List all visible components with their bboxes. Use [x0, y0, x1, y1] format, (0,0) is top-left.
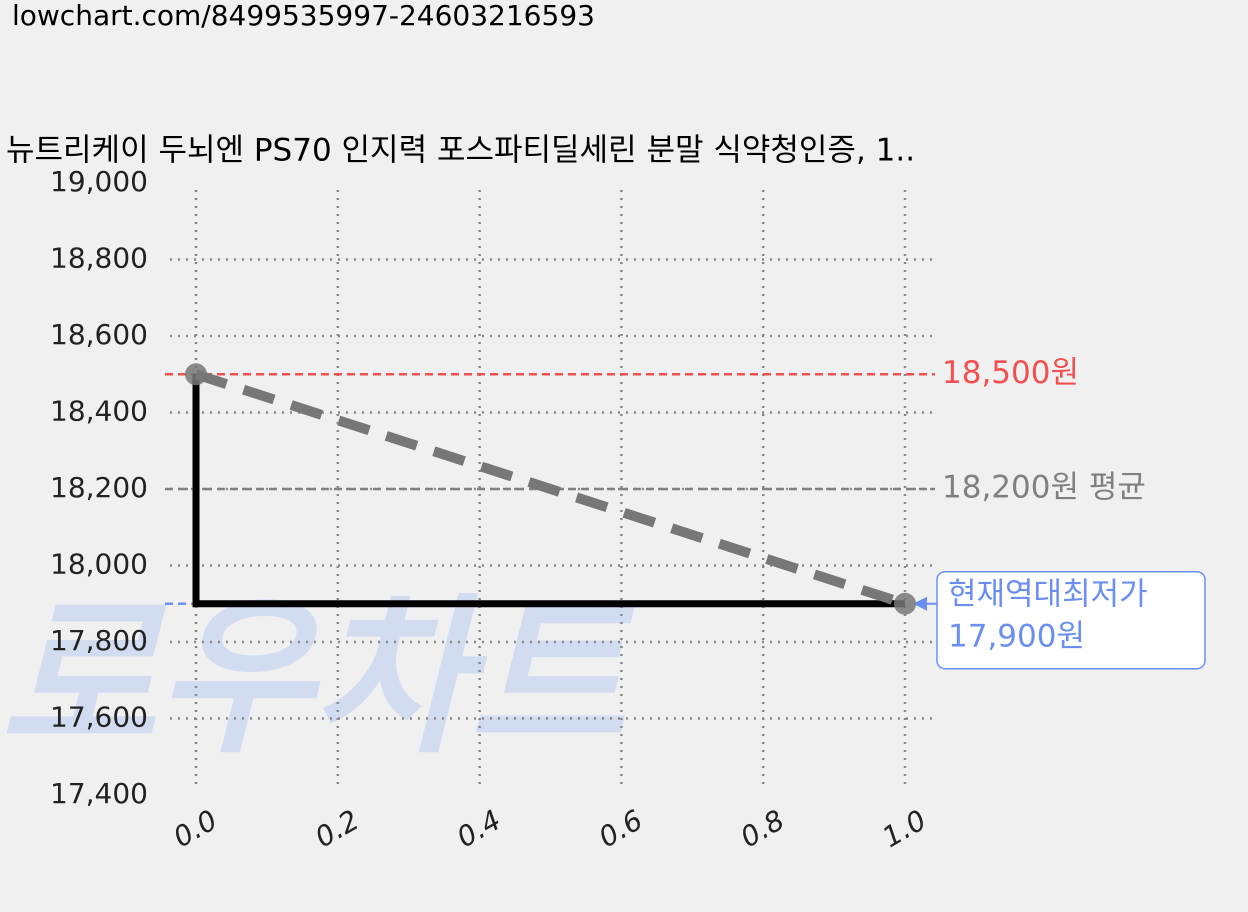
y-tick-label: 17,800 — [50, 624, 148, 657]
line — [192, 374, 905, 608]
y-tick-label: 18,200 — [50, 471, 148, 504]
point — [185, 363, 207, 386]
line — [194, 369, 907, 609]
x-tick-label: 0.0 — [168, 803, 223, 854]
y-tick-label: 18,400 — [50, 395, 148, 428]
annotation-label: 17,900원 — [948, 618, 1085, 654]
reference-label: 18,200원 평균 — [942, 470, 1146, 506]
y-tick-label: 19,000 — [50, 165, 148, 198]
point — [894, 592, 916, 615]
annotation-arrowhead — [913, 596, 927, 611]
watermark: 로우차트 — [0, 579, 635, 777]
x-tick-label: 0.6 — [593, 803, 648, 854]
annotation-label: 현재역대최저가 — [948, 576, 1148, 612]
url: lowchart.com/8499535997-24603216593 — [12, 0, 595, 32]
y-tick-label: 17,400 — [50, 777, 148, 810]
y-tick-label: 18,800 — [50, 242, 148, 275]
reference-label: 18,500원 — [942, 355, 1079, 391]
chart-title: 뉴트리케이 두뇌엔 PS70 인지력 포스파티딜세린 분말 식약청인증, 1.. — [6, 133, 915, 169]
x-tick-label: 0.8 — [735, 803, 790, 854]
y-tick-label: 18,000 — [50, 548, 148, 581]
x-tick-label: 1.0 — [877, 803, 932, 854]
annotation-box — [936, 571, 1206, 670]
y-tick-label: 17,600 — [50, 701, 148, 734]
x-tick-label: 0.2 — [310, 803, 365, 854]
y-tick-label: 18,600 — [50, 318, 148, 351]
x-tick-label: 0.4 — [451, 803, 506, 854]
